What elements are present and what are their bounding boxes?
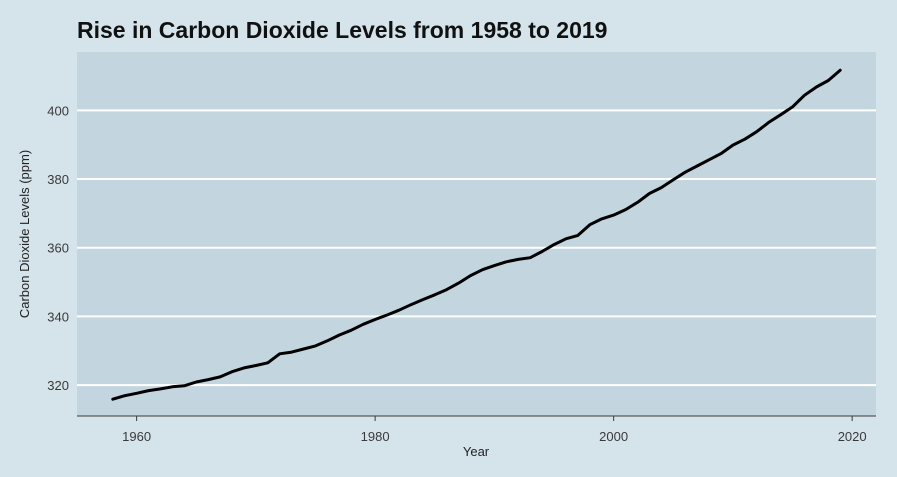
gridlines xyxy=(77,109,876,387)
y-tick-label-320: 320 xyxy=(47,378,69,393)
x-tick-label-2020: 2020 xyxy=(838,429,867,444)
y-tick-label-400: 400 xyxy=(47,103,69,118)
y-axis-ticks: 320 340 360 380 400 xyxy=(47,103,69,393)
y-tick-label-340: 340 xyxy=(47,309,69,324)
x-tick-label-1960: 1960 xyxy=(122,429,151,444)
x-axis-ticks: 1960 1980 2000 2020 xyxy=(122,416,867,444)
y-axis-label: Carbon Dioxide Levels (ppm) xyxy=(17,150,32,318)
x-axis-label: Year xyxy=(463,444,490,459)
plot-area xyxy=(77,52,876,416)
x-tick-label-2000: 2000 xyxy=(599,429,628,444)
x-tick-label-1980: 1980 xyxy=(361,429,390,444)
y-tick-label-360: 360 xyxy=(47,241,69,256)
chart-title: Rise in Carbon Dioxide Levels from 1958 … xyxy=(77,17,607,43)
y-tick-label-380: 380 xyxy=(47,172,69,187)
co2-series-line xyxy=(111,68,842,401)
